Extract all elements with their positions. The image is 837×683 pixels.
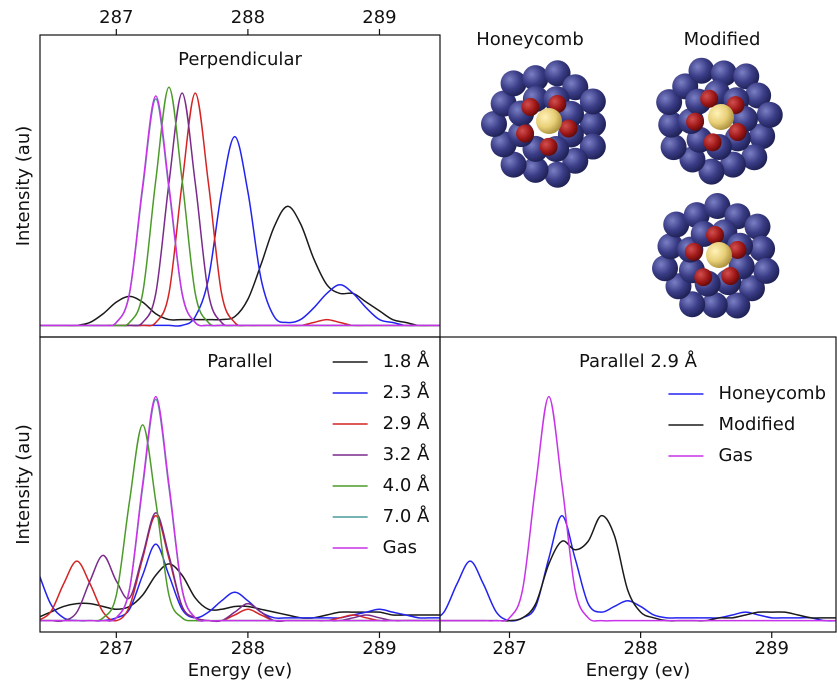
atom: [706, 242, 732, 268]
legend-label: Gas: [718, 445, 752, 466]
atom: [721, 267, 739, 285]
x-tick-label: 288: [623, 638, 657, 659]
x-tick-label: 289: [362, 638, 396, 659]
series-line: [37, 93, 445, 326]
atom: [545, 162, 571, 188]
legend-label: 7.0 Å: [383, 505, 430, 527]
atom: [704, 133, 722, 151]
legend-label: Gas: [383, 537, 417, 558]
panel-title: Parallel 2.9 Å: [579, 350, 698, 372]
legend-label: Modified: [718, 414, 795, 435]
atom: [729, 123, 747, 141]
series-line: [37, 87, 445, 325]
x-tick-label: 289: [755, 638, 789, 659]
series-line: [37, 206, 445, 325]
atom: [700, 90, 718, 108]
atom: [745, 214, 771, 240]
plot-frame: [40, 337, 440, 632]
x-tick-label: 287: [99, 7, 133, 28]
plot-frame: [40, 35, 440, 337]
x-tick-label: 287: [99, 638, 133, 659]
x-tick-label: 288: [231, 7, 265, 28]
legend-label: 3.2 Å: [383, 443, 430, 465]
legend-label: 1.8 Å: [383, 350, 430, 372]
atom: [580, 88, 606, 114]
legend-label: 2.3 Å: [383, 381, 430, 403]
x-tick-label: 288: [231, 638, 265, 659]
panel-title: Parallel: [207, 351, 273, 372]
atom: [661, 134, 687, 160]
legend-label: 4.0 Å: [383, 474, 430, 496]
atom: [501, 70, 527, 96]
atom: [724, 292, 750, 318]
atom: [694, 268, 712, 286]
series-line: [37, 96, 445, 326]
x-tick-label: 287: [492, 638, 526, 659]
atom: [652, 255, 678, 281]
atom: [521, 98, 539, 116]
series-line: [431, 516, 837, 621]
cluster-illustration: [481, 58, 783, 319]
figure: Honeycomb Modified Perpendicular 287 288 28…: [0, 0, 837, 683]
atom: [706, 226, 724, 244]
page: {"chart_data": [ {"type": "line", "title…: [0, 0, 837, 683]
series-line: [431, 516, 837, 621]
series-line: [37, 99, 445, 326]
x-axis-label: Energy (ev): [188, 660, 293, 681]
atom: [536, 108, 562, 134]
x-tick-label: 289: [362, 7, 396, 28]
series-line: [37, 137, 445, 326]
y-axis-label: Intensity (au): [13, 424, 34, 545]
legend-label: 2.9 Å: [383, 412, 430, 434]
illustration-label: Honeycomb: [476, 29, 584, 50]
atom: [688, 58, 714, 84]
illustration-label: Modified: [684, 29, 761, 50]
atom: [757, 102, 783, 128]
atom: [516, 125, 534, 143]
atom: [708, 104, 734, 130]
atom: [560, 120, 578, 138]
atom: [749, 236, 775, 262]
y-axis-label: Intensity (au): [13, 126, 34, 247]
atom: [753, 258, 779, 284]
plot-frame: [440, 337, 836, 632]
legend-label: Honeycomb: [718, 383, 826, 404]
atom: [540, 138, 558, 156]
atom: [685, 243, 703, 261]
panel-title: Perpendicular: [178, 49, 302, 70]
atom: [686, 113, 704, 131]
series-line: [37, 93, 445, 326]
x-axis-label: Energy (ev): [586, 660, 691, 681]
